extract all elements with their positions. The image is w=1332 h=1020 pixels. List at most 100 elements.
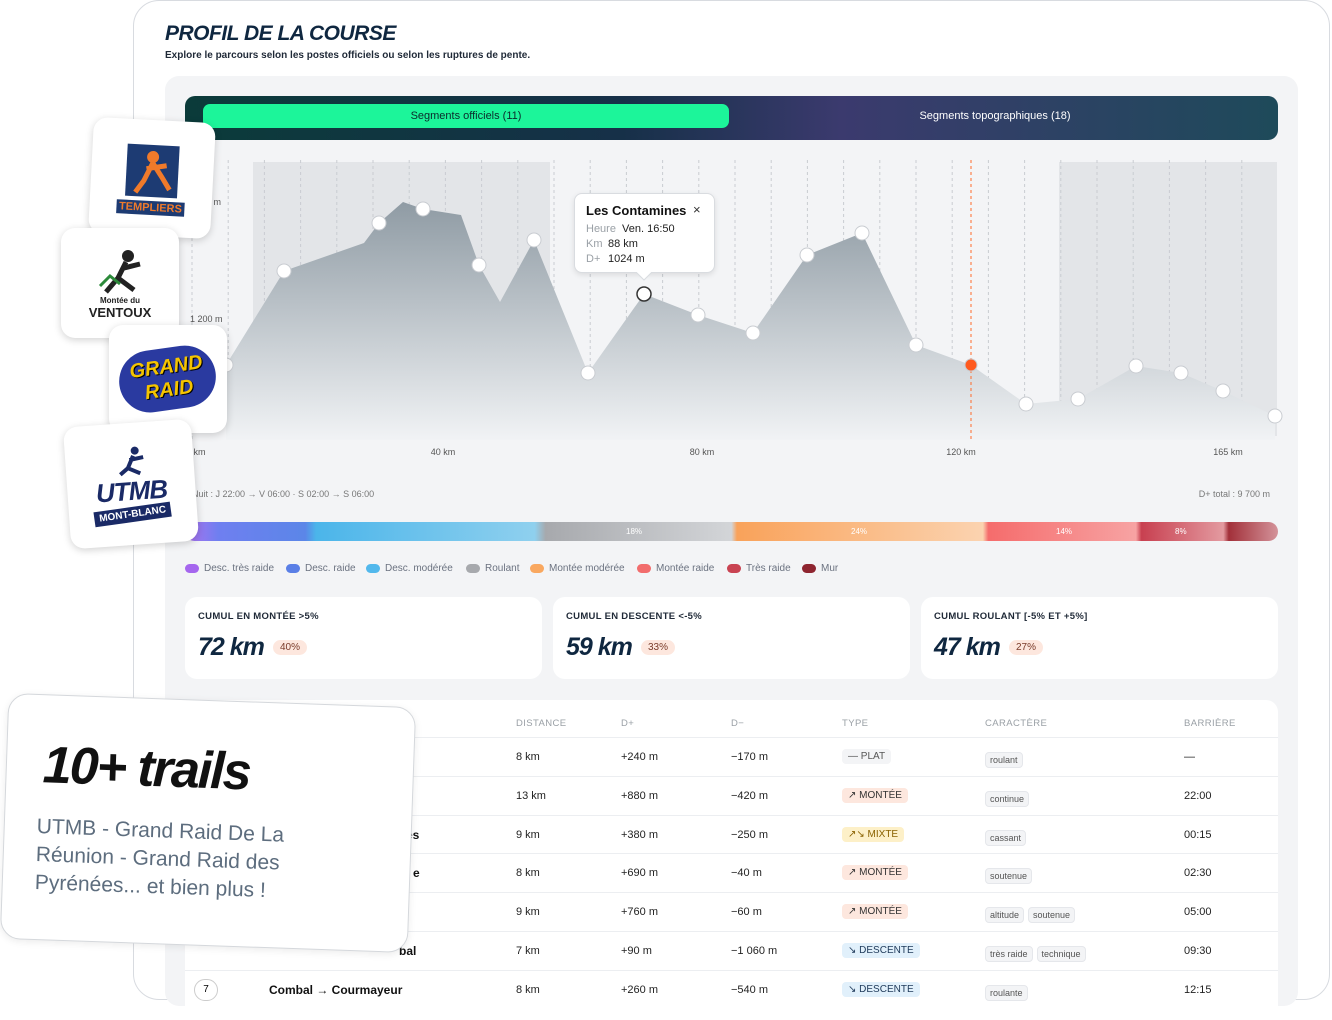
- legend-item: Montée modérée: [530, 563, 625, 574]
- elevation-area: [226, 202, 1275, 440]
- point: [276, 263, 292, 279]
- legend-item: Roulant: [466, 563, 519, 574]
- table-header: BARRIÈRE: [1184, 718, 1236, 729]
- row-divider: [185, 853, 1278, 855]
- y-label: 0 m: [206, 197, 221, 207]
- tab[interactable]: Segments topographiques (18): [919, 110, 1071, 122]
- tag: technique: [1036, 946, 1086, 962]
- tooltip-value: 88 km: [608, 238, 638, 250]
- tags: roulante: [985, 983, 1032, 1001]
- tags: soutenue: [985, 866, 1036, 885]
- cell: 05:00: [1184, 906, 1212, 919]
- cell: −40 m: [731, 867, 762, 880]
- cell: 8 km: [516, 751, 540, 763]
- point: [1128, 358, 1144, 374]
- legend-swatch: [802, 564, 816, 573]
- row-name: bal: [399, 944, 417, 958]
- tags: continue: [985, 789, 1033, 807]
- cell: 09:30: [1184, 945, 1212, 957]
- table-header: DISTANCE: [516, 718, 567, 729]
- stat-label: CUMUL EN DESCENTE <-5%: [566, 611, 703, 622]
- cell: −540 m: [731, 983, 768, 996]
- cell: −60 m: [731, 906, 762, 919]
- slope-label: 18%: [626, 527, 643, 536]
- stat-pct: 27%: [1009, 640, 1044, 655]
- x-label: 40 km: [431, 447, 456, 457]
- legend-label: Roulant: [485, 563, 520, 574]
- type-pill: ↗ MONTÉE: [842, 904, 908, 920]
- tag: roulant: [985, 752, 1023, 768]
- cell: 22:00: [1184, 789, 1212, 802]
- total-dplus: D+ total : 9 700 m: [1199, 489, 1270, 499]
- tag: très raide: [985, 946, 1033, 962]
- cell: 8 km: [516, 867, 540, 880]
- type-pill: ↘ DESCENTE: [842, 981, 920, 997]
- point: [1267, 408, 1283, 424]
- cell: −420 m: [731, 789, 768, 802]
- point: [745, 325, 761, 341]
- legend-item: Desc. modérée: [366, 563, 453, 574]
- table-header: CARACTÈRE: [985, 718, 1048, 729]
- stat-label: CUMUL ROULANT [-5% ET +5%]: [934, 611, 1088, 622]
- tab-bar: Segments officiels (11) Segments topogra…: [185, 96, 1278, 140]
- legend-label: Desc. modérée: [385, 563, 453, 574]
- title: PROFIL DE LA COURSE: [165, 22, 396, 45]
- legend-swatch: [727, 564, 741, 573]
- row-num: 7: [194, 978, 218, 1001]
- logo-ventoux: Montée du VENTOUX: [61, 228, 179, 338]
- row-name: Combal → Courmayeur: [269, 982, 403, 997]
- legend-swatch: [466, 564, 480, 573]
- cell: +380 m: [621, 828, 658, 841]
- legend-item: Desc. très raide: [185, 563, 274, 574]
- y-label: 1 200 m: [190, 314, 223, 324]
- subtitle: Explore le parcours selon les postes off…: [165, 50, 531, 61]
- point: [471, 257, 487, 273]
- type-pill: ↗↘ MIXTE: [842, 826, 905, 842]
- logo-text: TEMPLIERS: [115, 199, 186, 217]
- row-divider: [185, 931, 1278, 932]
- tags: très raide technique: [985, 944, 1090, 962]
- logo-icon: [98, 250, 141, 294]
- point: [636, 286, 652, 302]
- legend-swatch: [185, 564, 199, 573]
- x-label: 0 km: [186, 447, 206, 457]
- tags: cassant: [985, 828, 1030, 846]
- tooltip-arrow: [636, 272, 652, 281]
- slope-label: 8%: [1175, 527, 1187, 536]
- cell: +260 m: [621, 983, 658, 996]
- promo-card: 10+ trails UTMB - Grand Raid De La Réuni…: [0, 692, 417, 954]
- row-divider: [185, 892, 1278, 894]
- point: [1173, 365, 1189, 381]
- legend-swatch: [366, 564, 380, 573]
- table-header: D+: [621, 718, 635, 729]
- cell: 9 km: [516, 906, 540, 919]
- logo-templiers: TEMPLIERS: [88, 116, 216, 240]
- cell: +880 m: [621, 789, 658, 802]
- row-divider: [185, 775, 1278, 777]
- point: [1018, 396, 1034, 412]
- stat-pct: 40%: [273, 640, 308, 655]
- logo-text: Montée du: [100, 296, 140, 305]
- cell: 02:30: [1184, 867, 1212, 880]
- legend-label: Desc. très raide: [204, 563, 275, 574]
- tag: continue: [985, 790, 1030, 807]
- stat-label: CUMUL EN MONTÉE >5%: [198, 611, 319, 622]
- cell: −1 060 m: [731, 945, 778, 957]
- point: [964, 358, 978, 372]
- tag: cassant: [985, 829, 1027, 846]
- point: [415, 201, 431, 217]
- cell: 12:15: [1184, 983, 1212, 996]
- legend-swatch: [637, 564, 651, 573]
- tab-active[interactable]: Segments officiels (11): [203, 104, 729, 128]
- cell: +90 m: [621, 945, 652, 957]
- close[interactable]: ×: [693, 202, 701, 217]
- row-divider: [185, 969, 1278, 971]
- point: [580, 365, 596, 381]
- legend-swatch: [530, 564, 544, 573]
- logo-utmb: UTMB MONT-BLANC: [62, 418, 200, 550]
- cell: −170 m: [731, 751, 768, 763]
- point: [1215, 383, 1231, 399]
- promo-text: UTMB - Grand Raid De La Réunion - Grand …: [34, 815, 285, 903]
- tooltip-title: Les Contamines: [586, 203, 687, 218]
